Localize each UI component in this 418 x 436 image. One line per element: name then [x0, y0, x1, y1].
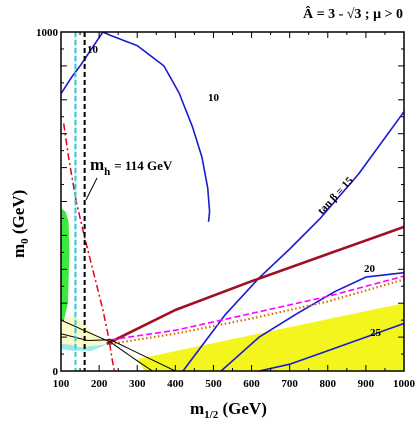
- mh-label: mh = 114 GeV: [90, 155, 173, 178]
- series-tan-25: [259, 322, 404, 371]
- x-tick-label: 900: [358, 378, 375, 390]
- mh-value: = 114 GeV: [114, 158, 173, 173]
- series-tan-10-loop: [102, 32, 211, 222]
- region-green: [61, 208, 70, 321]
- series-tan-20: [220, 271, 404, 371]
- mh-main: m: [90, 155, 104, 174]
- tanb-label: tan β = 15: [315, 174, 356, 217]
- series-tan-10: [61, 32, 104, 95]
- y-tick-label: 1000: [36, 27, 59, 39]
- x-tick-label: 300: [129, 378, 146, 390]
- x-axis-sub: 1/2: [204, 409, 219, 421]
- y-tick-label: 0: [53, 366, 59, 378]
- chart-title: Â = 3 - √3 ; μ > 0: [303, 5, 403, 22]
- x-tick-label: 100: [53, 378, 70, 390]
- x-axis-unit: (GeV): [218, 399, 267, 418]
- contour-label-10b: 10: [208, 92, 220, 104]
- mh-sub: h: [104, 166, 110, 178]
- x-tick-label: 200: [91, 378, 108, 390]
- y-axis-title: m0 (GeV): [9, 190, 31, 258]
- y-axis-unit: (GeV): [9, 190, 28, 239]
- x-tick-label: 700: [281, 378, 298, 390]
- region-yellow: [137, 303, 404, 371]
- x-tick-label: 800: [320, 378, 337, 390]
- region-cyan-strip: [74, 32, 77, 351]
- contour-label-25: 25: [370, 327, 382, 339]
- x-tick-label: 400: [167, 378, 184, 390]
- plot-area: [61, 32, 404, 371]
- y-axis-sub: 0: [19, 238, 31, 244]
- x-axis-title: m1/2 (GeV): [190, 399, 267, 421]
- contour-label-20: 20: [364, 263, 376, 275]
- mh-arrow: [85, 177, 98, 201]
- x-axis-main: m: [190, 399, 204, 418]
- x-tick-label: 1000: [393, 378, 416, 390]
- series-tan-15: [182, 111, 404, 371]
- series-dark-red-line: [106, 225, 404, 346]
- series-m-h-114-gev: [62, 123, 116, 371]
- boundary-line-b: [61, 333, 176, 371]
- x-tick-label: 500: [205, 378, 222, 390]
- series-magenta-dashed: [110, 275, 404, 341]
- axis-ticks: 100 200 300 400 500 600 700 800 900 1000 0 1000: [36, 27, 416, 390]
- contour-label-10a: 10: [87, 44, 99, 56]
- y-axis-main: m: [9, 244, 28, 258]
- x-tick-label: 600: [243, 378, 260, 390]
